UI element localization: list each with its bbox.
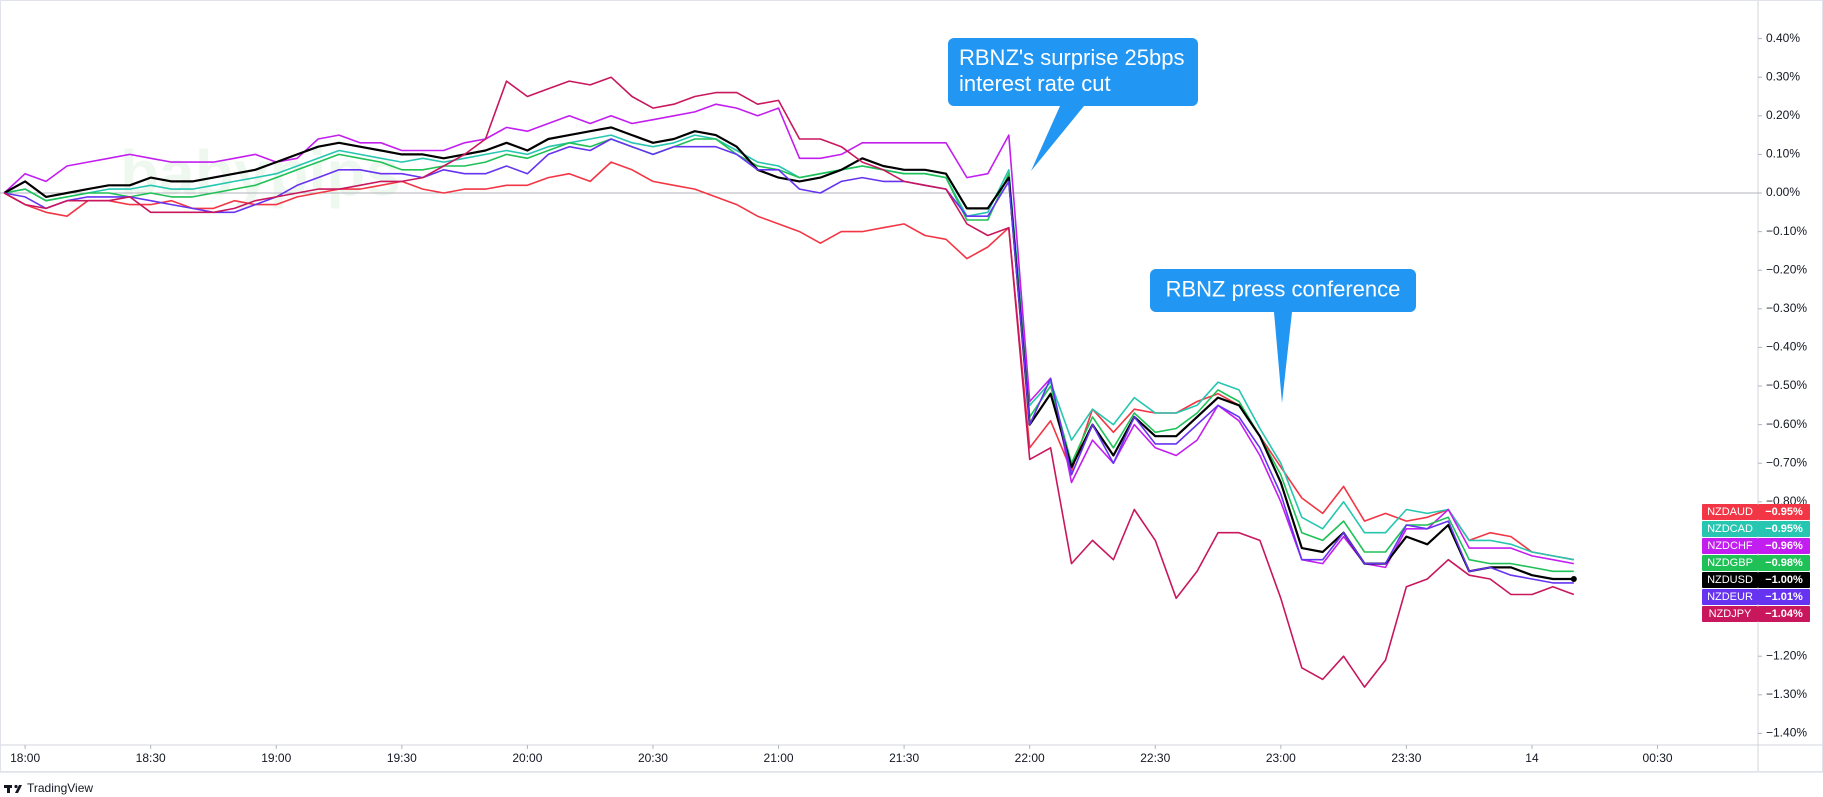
x-tick-label: 20:00 <box>512 751 542 765</box>
y-tick-label: −0.70% <box>1766 455 1807 469</box>
series-line <box>4 138 1574 573</box>
legend-name: NZDEUR <box>1707 591 1753 603</box>
legend-name-bg <box>1702 572 1758 588</box>
legend-name: NZDGBP <box>1707 557 1753 569</box>
y-tick-label: −1.20% <box>1766 648 1807 662</box>
legend-name-bg <box>1702 521 1758 537</box>
y-tick-label: 0.10% <box>1766 147 1800 161</box>
legend-value-bg <box>1758 555 1810 571</box>
legend-name: NZDCHF <box>1707 540 1752 552</box>
legend-value: −1.00% <box>1765 574 1803 586</box>
series-line <box>3 76 1575 688</box>
legend-value-bg <box>1758 504 1810 520</box>
callout-tail <box>1274 312 1292 403</box>
legend-name: NZDJPY <box>1709 608 1752 620</box>
legend-name-bg <box>1702 555 1758 571</box>
legend-value-bg <box>1758 589 1810 605</box>
y-tick-label: −0.40% <box>1766 340 1807 354</box>
legend-value: −0.96% <box>1765 540 1803 552</box>
x-tick-label: 19:30 <box>387 751 417 765</box>
legend-name-bg <box>1702 538 1758 554</box>
series-line <box>3 161 1574 561</box>
series-line <box>4 134 1574 561</box>
legend-name-bg <box>1702 589 1758 605</box>
y-tick-label: 0.40% <box>1766 31 1800 45</box>
y-tick-label: −1.40% <box>1766 726 1807 740</box>
y-tick-label: −1.30% <box>1766 687 1807 701</box>
callout-text: RBNZ's surprise 25bps <box>959 45 1185 70</box>
x-tick-label: 14 <box>1525 751 1539 765</box>
callout-tail <box>1031 106 1084 171</box>
x-tick-label: 23:30 <box>1391 751 1421 765</box>
x-tick-label: 20:30 <box>638 751 668 765</box>
y-tick-label: −0.50% <box>1766 378 1807 392</box>
legend-value: −0.95% <box>1765 506 1803 518</box>
x-tick-label: 21:30 <box>889 751 919 765</box>
legend-value: −1.01% <box>1765 591 1803 603</box>
legend-name: NZDUSD <box>1707 574 1753 586</box>
legend-name: NZDAUD <box>1707 506 1753 518</box>
callout-text: interest rate cut <box>959 71 1111 96</box>
x-tick-label: 00:30 <box>1643 751 1673 765</box>
y-tick-label: 0.00% <box>1766 185 1800 199</box>
y-tick-label: −0.20% <box>1766 262 1807 276</box>
legend-value: −0.95% <box>1765 523 1803 535</box>
callout-text: RBNZ press conference <box>1166 276 1401 301</box>
y-tick-label: 0.30% <box>1766 69 1800 83</box>
legend-name-bg <box>1702 606 1758 622</box>
callout-box <box>1150 269 1416 312</box>
legend-value-bg <box>1758 606 1810 622</box>
legend-value-bg <box>1758 572 1810 588</box>
x-tick-label: 23:00 <box>1266 751 1296 765</box>
x-tick-label: 18:00 <box>10 751 40 765</box>
series-line <box>4 138 1574 584</box>
legend-value-bg <box>1758 538 1810 554</box>
callout-box <box>948 38 1198 106</box>
legend-name-bg <box>1702 504 1758 520</box>
tv-logo <box>4 784 22 793</box>
watermark: babypips <box>120 137 401 209</box>
legend-value: −1.04% <box>1765 608 1803 620</box>
series-line <box>3 103 1574 569</box>
legend-name: NZDCAD <box>1707 523 1753 535</box>
y-tick-label: −0.10% <box>1766 224 1807 238</box>
legend-value-bg <box>1758 521 1810 537</box>
y-tick-label: 0.20% <box>1766 108 1800 122</box>
y-tick-label: −0.30% <box>1766 301 1807 315</box>
x-tick-label: 21:00 <box>764 751 794 765</box>
legend-value: −0.98% <box>1765 557 1803 569</box>
plot-area: 0.40% 0.30% 0.20% 0.10% 0.00% −0.10% −0.20% −0.… <box>0 31 1810 765</box>
footer-brand: TradingView <box>27 781 93 795</box>
x-tick-label: 22:30 <box>1140 751 1170 765</box>
x-tick-label: 22:00 <box>1015 751 1045 765</box>
last-point <box>1570 576 1577 583</box>
y-tick-label: −0.60% <box>1766 417 1807 431</box>
x-tick-label: 18:30 <box>136 751 166 765</box>
x-tick-label: 19:00 <box>261 751 291 765</box>
